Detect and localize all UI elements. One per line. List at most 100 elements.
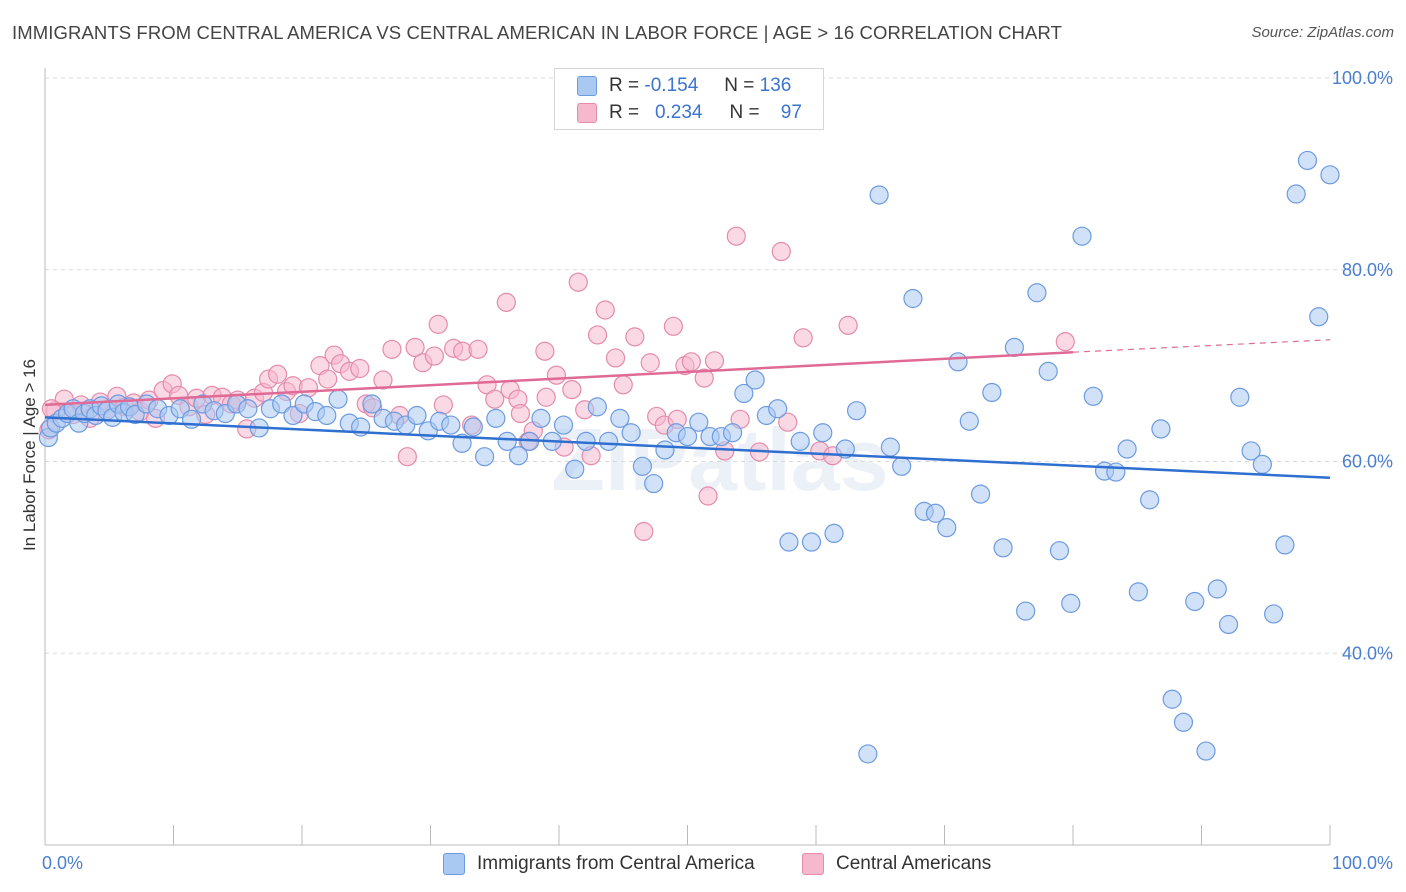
data-point: [587, 325, 608, 345]
data-point: [298, 378, 319, 398]
data-point: [970, 484, 991, 504]
legend-n-label: N =: [729, 102, 760, 123]
legend-r-value: -0.154: [644, 75, 699, 96]
data-point: [793, 328, 813, 348]
data-point: [1309, 307, 1329, 327]
data-point: [993, 538, 1013, 558]
blue-swatch-icon: [577, 76, 597, 96]
data-point: [1140, 490, 1160, 510]
data-point: [424, 346, 444, 366]
y-tick-label: 100.0%: [1332, 68, 1393, 88]
data-point: [1072, 226, 1092, 246]
bottom-legend-blue: Immigrants from Central America: [443, 852, 755, 876]
data-point: [1061, 593, 1081, 613]
pink-trend-line: [44, 350, 1074, 407]
data-point: [726, 226, 746, 246]
pink-legend-swatch-icon: [802, 853, 824, 875]
data-point: [328, 389, 348, 409]
blue-trend-line: [44, 416, 1331, 480]
data-point: [903, 288, 923, 309]
data-point: [1196, 741, 1216, 761]
data-point: [704, 351, 725, 371]
data-point: [655, 440, 675, 460]
data-point: [595, 300, 615, 320]
data-point: [1083, 386, 1103, 406]
data-point: [598, 431, 619, 451]
data-point: [869, 185, 889, 205]
data-point: [317, 405, 337, 426]
data-point: [1241, 441, 1261, 461]
data-point: [880, 437, 900, 457]
data-point: [1038, 361, 1058, 381]
data-point: [318, 369, 338, 389]
data-point: [1286, 184, 1306, 204]
data-point: [790, 431, 810, 451]
data-point: [745, 370, 765, 390]
data-point: [813, 423, 833, 443]
data-point: [982, 382, 1002, 403]
data-point: [948, 352, 968, 372]
data-point: [562, 379, 582, 400]
x-tick-label: 100.0%: [1332, 853, 1393, 873]
y-tick-label: 80.0%: [1342, 260, 1393, 280]
data-point: [553, 415, 574, 435]
data-point: [801, 532, 822, 552]
blue-legend-swatch-icon: [443, 853, 465, 875]
data-point: [1151, 419, 1171, 439]
data-point: [1207, 579, 1227, 599]
data-point: [407, 405, 427, 426]
data-point: [694, 368, 714, 388]
data-point: [644, 473, 664, 494]
data-point: [373, 370, 393, 390]
data-point: [397, 447, 417, 467]
data-point: [632, 456, 653, 476]
data-point: [1264, 604, 1284, 624]
pink-swatch-icon: [577, 103, 597, 123]
data-point: [486, 408, 506, 428]
data-point: [824, 523, 844, 544]
data-point: [1117, 439, 1137, 459]
data-point: [587, 397, 607, 417]
data-point: [1162, 689, 1182, 709]
data-point: [510, 403, 531, 424]
data-point: [835, 439, 855, 459]
data-point: [1173, 712, 1194, 732]
y-axis-label: In Labor Force | Age > 16: [20, 359, 39, 551]
legend-r-label: R =: [609, 75, 640, 96]
data-point: [452, 433, 472, 453]
data-point: [625, 327, 645, 347]
data-point: [565, 459, 585, 479]
data-point: [350, 358, 370, 379]
data-point: [428, 314, 448, 334]
axes: [44, 68, 1331, 846]
data-point: [468, 339, 488, 359]
data-point: [892, 456, 912, 476]
data-point: [536, 387, 556, 407]
data-point: [846, 401, 867, 421]
y-tick-label: 40.0%: [1342, 643, 1393, 663]
data-point: [362, 394, 382, 414]
data-point: [463, 417, 483, 437]
bottom-legend-pink-label: Central Americans: [836, 853, 992, 874]
correlation-legend: R = -0.154 N = 136 R = 0.234 N = 97: [554, 68, 824, 130]
data-point: [485, 389, 505, 409]
data-point: [1230, 387, 1250, 407]
data-point: [778, 412, 798, 432]
data-point: [838, 315, 858, 335]
y-tick-label: 60.0%: [1342, 452, 1393, 472]
data-point: [546, 365, 567, 385]
legend-n-value: 97: [780, 102, 802, 123]
data-point: [640, 353, 660, 373]
data-point: [1049, 541, 1070, 561]
trend-lines: [44, 339, 1331, 480]
data-point: [610, 408, 630, 428]
data-point: [634, 521, 654, 542]
data-point: [698, 486, 718, 506]
legend-r-value: 0.234: [654, 102, 703, 123]
legend-n-value: 136: [759, 75, 792, 96]
data-point: [405, 337, 425, 358]
data-point: [1016, 601, 1036, 621]
data-point: [267, 364, 288, 384]
data-point: [497, 431, 517, 451]
